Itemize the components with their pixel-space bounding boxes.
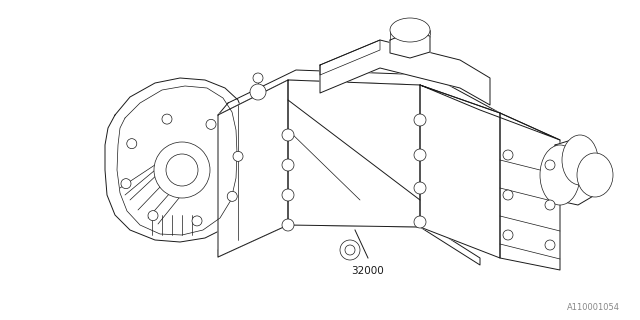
Circle shape	[503, 190, 513, 200]
Circle shape	[414, 114, 426, 126]
Polygon shape	[555, 138, 595, 205]
Ellipse shape	[154, 142, 210, 198]
Polygon shape	[218, 80, 288, 257]
Circle shape	[192, 216, 202, 226]
Polygon shape	[500, 113, 560, 270]
Polygon shape	[218, 70, 500, 120]
Circle shape	[503, 150, 513, 160]
Polygon shape	[105, 78, 248, 242]
Circle shape	[414, 149, 426, 161]
Polygon shape	[420, 85, 500, 258]
Ellipse shape	[390, 18, 430, 42]
Text: A110001054: A110001054	[567, 303, 620, 312]
Circle shape	[233, 151, 243, 161]
Circle shape	[206, 119, 216, 129]
Circle shape	[282, 219, 294, 231]
Circle shape	[545, 200, 555, 210]
Circle shape	[282, 129, 294, 141]
Circle shape	[545, 240, 555, 250]
Circle shape	[414, 216, 426, 228]
Circle shape	[227, 191, 237, 201]
Text: 32000: 32000	[351, 266, 385, 276]
Polygon shape	[218, 218, 480, 265]
Ellipse shape	[166, 154, 198, 186]
Circle shape	[545, 160, 555, 170]
Circle shape	[127, 139, 137, 149]
Polygon shape	[288, 80, 420, 227]
Circle shape	[340, 240, 360, 260]
Circle shape	[162, 114, 172, 124]
Ellipse shape	[540, 145, 580, 205]
Circle shape	[345, 245, 355, 255]
Circle shape	[503, 230, 513, 240]
Polygon shape	[320, 40, 490, 105]
Ellipse shape	[577, 153, 613, 197]
Polygon shape	[420, 85, 560, 140]
Circle shape	[148, 211, 158, 220]
Circle shape	[250, 84, 266, 100]
Circle shape	[121, 179, 131, 188]
Ellipse shape	[562, 135, 598, 185]
Circle shape	[253, 73, 263, 83]
Circle shape	[414, 182, 426, 194]
Circle shape	[282, 189, 294, 201]
Circle shape	[282, 159, 294, 171]
Polygon shape	[320, 40, 380, 75]
Polygon shape	[390, 32, 430, 58]
